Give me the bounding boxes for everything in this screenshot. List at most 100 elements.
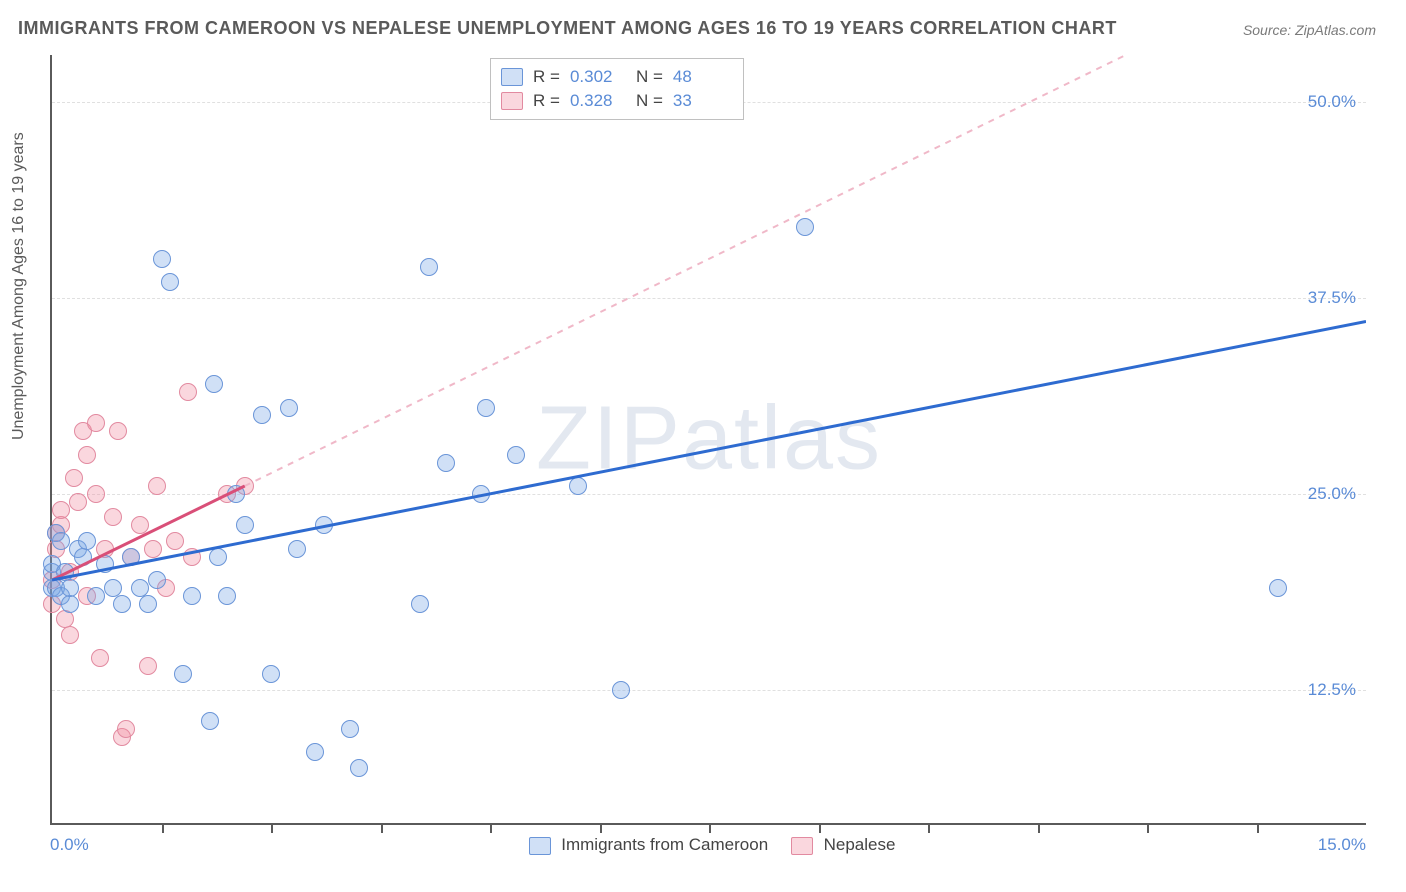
legend-r-value: 0.328: [570, 91, 626, 111]
data-point-cameroon: [52, 532, 70, 550]
data-point-cameroon: [61, 595, 79, 613]
legend-item-label: Nepalese: [824, 835, 896, 854]
data-point-cameroon: [96, 555, 114, 573]
data-point-cameroon: [411, 595, 429, 613]
legend-row-cameroon: R = 0.302 N = 48: [501, 65, 729, 89]
x-tick: [600, 823, 602, 833]
watermark: ZIPatlas: [536, 388, 882, 491]
x-tick: [1257, 823, 1259, 833]
data-point-cameroon: [569, 477, 587, 495]
data-point-cameroon: [341, 720, 359, 738]
data-point-nepalese: [65, 469, 83, 487]
data-point-cameroon: [262, 665, 280, 683]
data-point-cameroon: [288, 540, 306, 558]
data-point-nepalese: [144, 540, 162, 558]
x-tick: [381, 823, 383, 833]
legend-n-value: 48: [673, 67, 729, 87]
swatch-icon: [501, 92, 523, 110]
x-tick: [162, 823, 164, 833]
data-point-cameroon: [78, 532, 96, 550]
data-point-nepalese: [166, 532, 184, 550]
x-tick: [490, 823, 492, 833]
data-point-cameroon: [236, 516, 254, 534]
data-point-cameroon: [280, 399, 298, 417]
data-point-nepalese: [87, 414, 105, 432]
data-point-nepalese: [139, 657, 157, 675]
swatch-icon: [791, 837, 813, 855]
data-point-nepalese: [117, 720, 135, 738]
gridline: [52, 494, 1366, 495]
trend-line: [245, 55, 1366, 486]
data-point-cameroon: [174, 665, 192, 683]
data-point-nepalese: [78, 446, 96, 464]
legend-item-label: Immigrants from Cameroon: [561, 835, 768, 854]
trend-lines-layer: [52, 55, 1366, 823]
y-tick-label: 12.5%: [1308, 680, 1356, 700]
data-point-cameroon: [153, 250, 171, 268]
legend-r-value: 0.302: [570, 67, 626, 87]
data-point-cameroon: [437, 454, 455, 472]
x-tick: [271, 823, 273, 833]
data-point-cameroon: [201, 712, 219, 730]
series-legend: Immigrants from Cameroon Nepalese: [0, 835, 1406, 855]
legend-n-label: N =: [636, 91, 663, 111]
data-point-nepalese: [183, 548, 201, 566]
data-point-nepalese: [91, 649, 109, 667]
data-point-cameroon: [87, 587, 105, 605]
data-point-nepalese: [69, 493, 87, 511]
data-point-cameroon: [477, 399, 495, 417]
y-tick-label: 50.0%: [1308, 92, 1356, 112]
data-point-cameroon: [161, 273, 179, 291]
data-point-cameroon: [253, 406, 271, 424]
data-point-cameroon: [209, 548, 227, 566]
source-label: Source: ZipAtlas.com: [1243, 22, 1376, 38]
data-point-cameroon: [139, 595, 157, 613]
x-tick: [819, 823, 821, 833]
legend-r-label: R =: [533, 91, 560, 111]
legend-n-value: 33: [673, 91, 729, 111]
data-point-cameroon: [472, 485, 490, 503]
data-point-nepalese: [109, 422, 127, 440]
swatch-icon: [529, 837, 551, 855]
chart-title: IMMIGRANTS FROM CAMEROON VS NEPALESE UNE…: [18, 18, 1117, 39]
data-point-nepalese: [179, 383, 197, 401]
data-point-cameroon: [1269, 579, 1287, 597]
x-tick: [709, 823, 711, 833]
data-point-nepalese: [61, 626, 79, 644]
data-point-nepalese: [52, 501, 70, 519]
legend-n-label: N =: [636, 67, 663, 87]
legend-r-label: R =: [533, 67, 560, 87]
data-point-cameroon: [350, 759, 368, 777]
data-point-cameroon: [612, 681, 630, 699]
legend-row-nepalese: R = 0.328 N = 33: [501, 89, 729, 113]
data-point-cameroon: [315, 516, 333, 534]
gridline: [52, 690, 1366, 691]
y-tick-label: 37.5%: [1308, 288, 1356, 308]
data-point-nepalese: [104, 508, 122, 526]
data-point-cameroon: [420, 258, 438, 276]
data-point-cameroon: [61, 579, 79, 597]
correlation-legend: R = 0.302 N = 48 R = 0.328 N = 33: [490, 58, 744, 120]
data-point-cameroon: [183, 587, 201, 605]
data-point-cameroon: [218, 587, 236, 605]
data-point-cameroon: [122, 548, 140, 566]
y-tick-label: 25.0%: [1308, 484, 1356, 504]
data-point-cameroon: [205, 375, 223, 393]
x-tick: [1147, 823, 1149, 833]
data-point-cameroon: [113, 595, 131, 613]
data-point-cameroon: [796, 218, 814, 236]
plot-area: ZIPatlas 12.5% 25.0% 37.5% 50.0%: [50, 55, 1366, 825]
data-point-cameroon: [227, 485, 245, 503]
trend-line: [52, 321, 1366, 580]
data-point-nepalese: [87, 485, 105, 503]
y-axis-label: Unemployment Among Ages 16 to 19 years: [10, 132, 28, 440]
swatch-icon: [501, 68, 523, 86]
data-point-cameroon: [507, 446, 525, 464]
x-tick: [928, 823, 930, 833]
data-point-cameroon: [306, 743, 324, 761]
data-point-nepalese: [131, 516, 149, 534]
data-point-cameroon: [148, 571, 166, 589]
data-point-nepalese: [148, 477, 166, 495]
data-point-cameroon: [74, 548, 92, 566]
gridline: [52, 298, 1366, 299]
